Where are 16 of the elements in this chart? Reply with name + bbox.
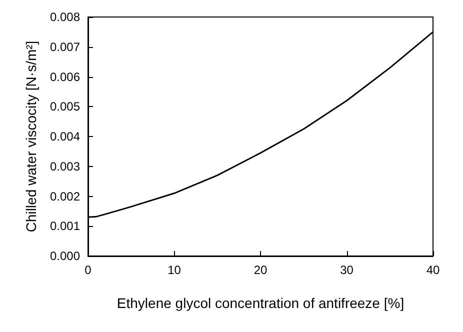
y-tick-label: 0.008 (50, 10, 80, 24)
x-tick-label: 0 (84, 263, 92, 277)
y-tick-label: 0.003 (50, 159, 80, 174)
y-tick-label: 0.000 (50, 249, 80, 263)
x-axis-title: Ethylene glycol concentration of antifreeze [%] (116, 295, 404, 311)
x-tick-label: 20 (254, 263, 268, 277)
y-tick-label: 0.005 (50, 100, 80, 114)
x-tick-label: 30 (340, 263, 354, 277)
y-tick-label: 0.006 (50, 70, 80, 84)
x-tick-label: 40 (426, 263, 440, 277)
y-tick-label: 0.004 (50, 130, 80, 144)
y-axis-title: Chilled water viscocity [N·s/m²] (23, 40, 39, 232)
y-tick-label: 0.007 (50, 40, 80, 54)
x-tick-label: 10 (168, 263, 182, 277)
y-tick-label: 0.002 (50, 189, 80, 204)
y-tick-label: 0.001 (50, 219, 80, 234)
